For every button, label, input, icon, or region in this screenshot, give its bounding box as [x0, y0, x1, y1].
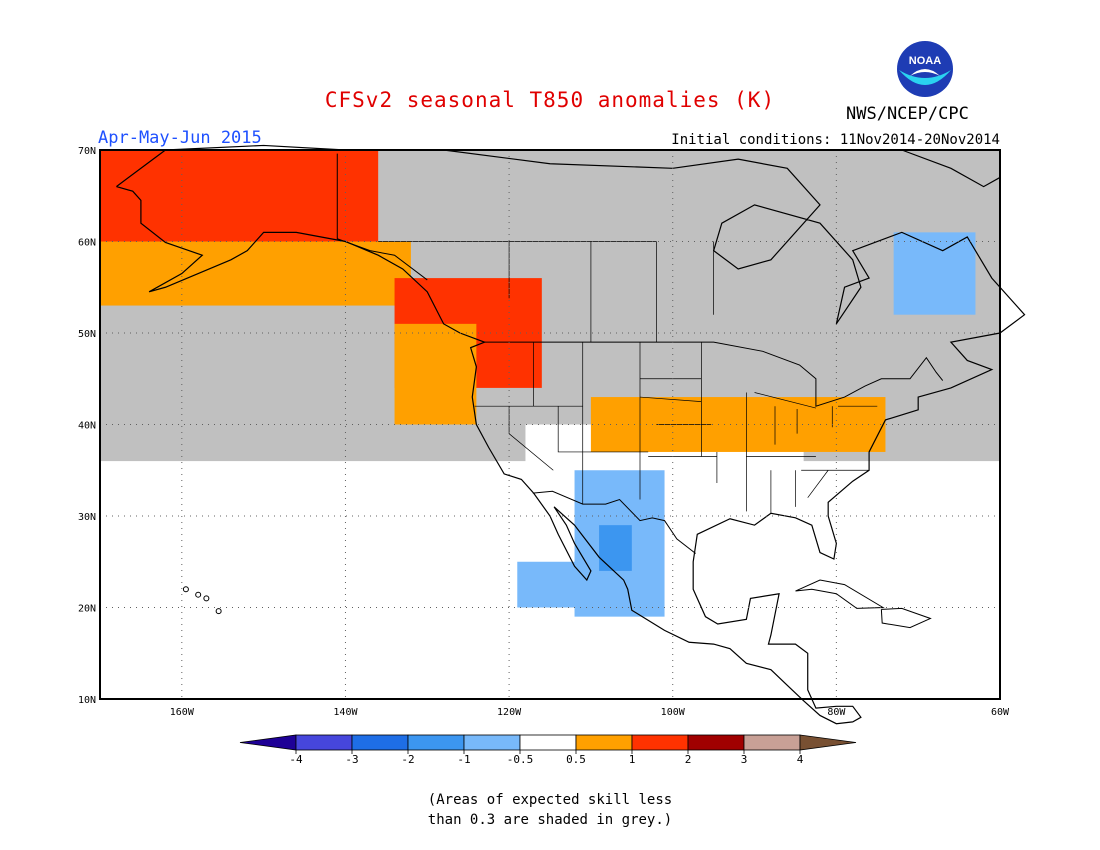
admin-border-22	[807, 470, 829, 498]
season-label: Apr-May-Jun 2015	[98, 128, 262, 148]
skill-note-line2: than 0.3 are shaded in grey.)	[427, 812, 673, 828]
lat-tick-label: 10N	[78, 695, 96, 706]
colorbar-label: 2	[685, 753, 692, 766]
initial-conditions: Initial conditions: 11Nov2014-20Nov2014	[671, 132, 1000, 148]
lon-tick-label: 160W	[170, 707, 195, 718]
chart-title: CFSv2 seasonal T850 anomalies (K)	[324, 88, 776, 112]
border-us-mexico	[532, 490, 696, 554]
lat-tick-label: 30N	[78, 512, 96, 523]
anomaly-region-mex-blue	[517, 561, 600, 608]
noaa-logo-icon: NOAA	[897, 41, 953, 97]
colorbar-segment	[463, 734, 521, 751]
border-us-canada	[484, 341, 944, 407]
colorbar-label: -3	[345, 753, 358, 766]
anomaly-region-mex-darkblue	[599, 525, 632, 571]
colorbar-segment	[351, 734, 409, 751]
lon-tick-label: 60W	[991, 707, 1010, 718]
colorbar-segment	[575, 734, 633, 751]
hawaii-island-1	[203, 595, 210, 602]
anomaly-region-alaska-red	[100, 150, 379, 251]
colorbar-label: -0.5	[507, 753, 534, 766]
lat-tick-label: 20N	[78, 604, 96, 615]
colorbar-label: 3	[741, 753, 748, 766]
hawaii-island-3	[182, 586, 189, 593]
skill-note: (Areas of expected skill less than 0.3 a…	[0, 790, 1100, 830]
colorbar-segment	[743, 734, 801, 751]
svg-text:NOAA: NOAA	[909, 55, 941, 67]
colorbar-label: -2	[401, 753, 414, 766]
skill-note-line1: (Areas of expected skill less	[427, 792, 673, 808]
lat-tick-label: 60N	[78, 238, 96, 249]
anomaly-region-bc-orange	[394, 323, 477, 425]
colorbar-segment	[519, 734, 577, 751]
anomaly-region-alaska-orange	[100, 241, 411, 306]
hawaii-island-0	[215, 608, 222, 615]
coastline-cuba	[795, 579, 885, 609]
lon-tick-label: 80W	[827, 707, 846, 718]
hawaii-island-2	[195, 591, 202, 598]
colorbar-label: -1	[457, 753, 470, 766]
admin-border-7	[639, 396, 702, 402]
organization-label: NWS/NCEP/CPC	[846, 104, 969, 124]
colorbar-label: 4	[797, 753, 804, 766]
colorbar-segment	[687, 734, 745, 751]
lon-tick-label: 120W	[497, 707, 522, 718]
colorbar-segment	[295, 734, 353, 751]
colorbar-segment	[631, 734, 689, 751]
lat-tick-label: 40N	[78, 421, 96, 432]
map-frame	[99, 149, 1001, 700]
anomaly-region-quebec-blue	[893, 232, 976, 315]
lon-tick-label: 100W	[661, 707, 686, 718]
lon-tick-label: 140W	[333, 707, 358, 718]
coastline-greenland	[901, 149, 1001, 188]
coastline-north-america	[116, 144, 1026, 725]
border-alaska-canada	[336, 153, 428, 281]
colorbar-segment	[407, 734, 465, 751]
coastline-hispaniola	[880, 607, 932, 629]
colorbar-arrow-low	[239, 734, 297, 751]
colorbar-arrow-high	[799, 734, 857, 751]
lat-tick-label: 70N	[78, 146, 96, 157]
colorbar-label: 1	[629, 753, 636, 766]
colorbar-label: -4	[289, 753, 303, 766]
colorbar-label: 0.5	[566, 753, 586, 766]
admin-border-3	[508, 406, 554, 471]
admin-border-20	[754, 392, 816, 409]
anomaly-region-ohio-orange	[590, 397, 886, 452]
lat-tick-label: 50N	[78, 329, 96, 340]
admin-border-5	[557, 406, 649, 453]
